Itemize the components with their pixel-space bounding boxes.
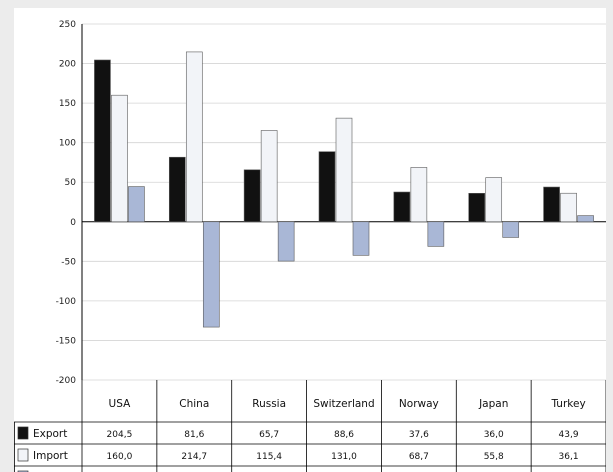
bar-saldo-norway bbox=[427, 221, 445, 247]
bar-export-china bbox=[168, 156, 186, 223]
y-axis: 250 200 150 100 50 0 -50 -100 -150 -200 bbox=[56, 20, 83, 386]
data-table: USA China Russia Switzerland Norway Japan Turk… bbox=[14, 380, 606, 472]
data-label: 43,9 bbox=[559, 430, 579, 440]
category-label: Japan bbox=[478, 398, 508, 410]
bar-import-turkey bbox=[560, 192, 577, 223]
category-label: Switzerland bbox=[313, 398, 374, 410]
chart-canvas: 250 200 150 100 50 0 -50 -100 -150 -200 USA China R… bbox=[14, 20, 606, 472]
bar-import-china bbox=[185, 51, 203, 223]
y-tick-label: 200 bbox=[59, 60, 76, 70]
bar-export-japan bbox=[468, 192, 486, 223]
category-label: USA bbox=[109, 398, 132, 410]
bars bbox=[94, 51, 594, 328]
data-label: 214,7 bbox=[181, 452, 207, 462]
category-label: Turkey bbox=[550, 398, 585, 410]
data-label: 160,0 bbox=[107, 452, 133, 462]
y-tick-label: 100 bbox=[59, 139, 76, 149]
category-label: Norway bbox=[399, 398, 439, 410]
bar-import-switzerland bbox=[335, 117, 353, 223]
data-label: 65,7 bbox=[259, 430, 279, 440]
category-label: Russia bbox=[252, 398, 286, 410]
chart-figure: 250 200 150 100 50 0 -50 -100 -150 -200 USA China R… bbox=[14, 8, 606, 472]
legend-label-import: Import bbox=[33, 450, 68, 462]
bar-saldo-usa bbox=[128, 186, 145, 223]
y-tick-label: -200 bbox=[56, 376, 77, 386]
legend-label-export: Export bbox=[33, 428, 67, 440]
bar-import-japan bbox=[485, 177, 503, 223]
bar-import-russia bbox=[260, 130, 278, 223]
bar-saldo-switzerland bbox=[352, 221, 370, 256]
data-label: 36,1 bbox=[559, 452, 579, 462]
data-label: 204,5 bbox=[107, 430, 133, 440]
data-label: 36,0 bbox=[484, 430, 504, 440]
data-label: 88,6 bbox=[334, 430, 354, 440]
y-tick-label: 0 bbox=[70, 218, 76, 228]
bar-saldo-russia bbox=[277, 221, 295, 262]
data-label: 131,0 bbox=[331, 452, 357, 462]
data-label: 37,6 bbox=[409, 430, 429, 440]
bar-export-switzerland bbox=[318, 151, 336, 223]
data-label: 81,6 bbox=[184, 430, 204, 440]
legend-key-import bbox=[17, 448, 29, 462]
y-tick-label: 50 bbox=[65, 178, 77, 188]
bar-saldo-japan bbox=[502, 221, 520, 238]
bar-saldo-turkey bbox=[577, 215, 594, 223]
bar-saldo-china bbox=[202, 221, 220, 328]
bar-export-russia bbox=[243, 169, 261, 223]
bar-export-norway bbox=[393, 191, 411, 223]
bar-export-usa bbox=[94, 59, 111, 223]
data-label: 115,4 bbox=[256, 452, 282, 462]
legend-key-export bbox=[17, 426, 29, 440]
data-label: 55,8 bbox=[484, 452, 504, 462]
y-tick-label: 150 bbox=[59, 99, 76, 109]
category-label: China bbox=[179, 398, 209, 410]
y-tick-label: -150 bbox=[56, 336, 77, 346]
y-tick-label: 250 bbox=[59, 20, 76, 30]
y-tick-label: -100 bbox=[56, 297, 77, 307]
bar-import-norway bbox=[410, 167, 428, 223]
y-tick-label: -50 bbox=[61, 257, 76, 267]
bar-export-turkey bbox=[543, 186, 560, 223]
data-label: 68,7 bbox=[409, 452, 429, 462]
bar-import-usa bbox=[111, 94, 128, 223]
